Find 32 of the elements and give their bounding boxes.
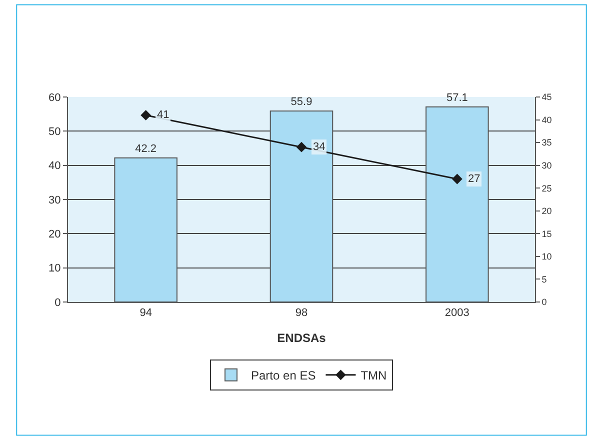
y2-tick-label: 10 (542, 252, 552, 262)
x-tick-label: 2003 (444, 307, 470, 320)
data-label: 34 (313, 141, 326, 153)
y-tick-label: 10 (48, 262, 61, 275)
y-tick-label: 20 (48, 228, 61, 241)
y-tick-label: 0 (54, 296, 61, 309)
y2-tick-label: 45 (542, 92, 552, 102)
y2-tick-label: 0 (542, 297, 547, 308)
y2-tick-label: 35 (542, 138, 552, 148)
data-label: 57.1 (446, 92, 468, 104)
data-label: 41 (157, 109, 170, 121)
y2-tick-label: 30 (542, 160, 552, 170)
data-label: 42.2 (135, 142, 157, 155)
x-tick-label: 98 (295, 307, 308, 320)
legend-label: TMN (360, 368, 387, 383)
y2-tick-label: 15 (542, 228, 552, 239)
y-tick-label: 50 (48, 126, 61, 138)
x-tick-label: 94 (140, 307, 152, 320)
legend-label: Parto en ES (251, 368, 316, 383)
y2-tick-label: 20 (542, 206, 552, 216)
point (452, 174, 462, 184)
data-label: 27 (468, 173, 480, 185)
data-label: 55.9 (290, 96, 312, 108)
y-tick-label: 40 (48, 160, 61, 172)
y2-tick-label: 5 (542, 274, 547, 284)
x-axis-title: ENDSAs (277, 331, 326, 346)
point (296, 142, 307, 152)
y-tick-label: 60 (48, 92, 61, 104)
y-tick-label: 30 (48, 194, 61, 206)
y2-tick-label: 25 (542, 183, 552, 194)
y2-tick-label: 40 (542, 114, 552, 125)
point (140, 110, 152, 120)
